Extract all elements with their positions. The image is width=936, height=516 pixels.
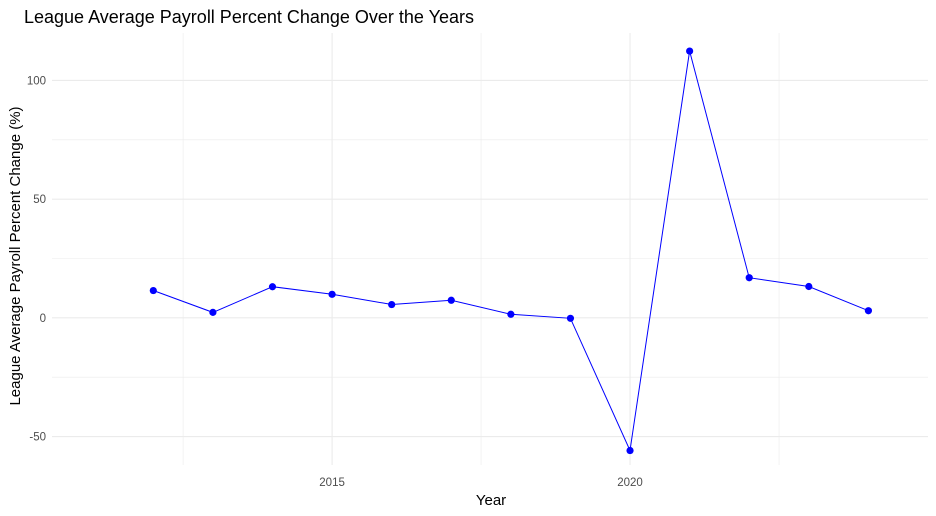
x-tick-label: 2020	[617, 477, 643, 489]
data-point	[209, 308, 217, 316]
data-point	[149, 286, 157, 295]
chart-title: League Average Payroll Percent Change Ov…	[24, 7, 474, 27]
tick-labels: -50 0 50 100 2015 2020	[27, 75, 643, 489]
series-group	[149, 47, 873, 455]
series-line	[153, 50, 869, 453]
data-point	[686, 47, 694, 55]
data-point	[507, 310, 515, 318]
data-point	[864, 307, 873, 315]
y-axis-title: League Average Payroll Percent Change (%…	[7, 106, 24, 405]
data-point	[388, 300, 396, 309]
data-point	[745, 274, 753, 282]
y-tick-label: 0	[40, 313, 46, 325]
grid	[52, 33, 928, 465]
data-point	[268, 283, 277, 291]
data-point	[447, 296, 455, 304]
data-point	[566, 314, 575, 322]
data-point	[626, 446, 634, 455]
data-point	[328, 290, 336, 298]
y-tick-label: -50	[29, 432, 46, 444]
x-axis-title: Year	[476, 492, 506, 509]
y-tick-label: 100	[27, 75, 46, 87]
x-tick-label: 2015	[319, 477, 345, 489]
y-tick-label: 50	[33, 194, 46, 206]
data-point	[805, 282, 813, 291]
